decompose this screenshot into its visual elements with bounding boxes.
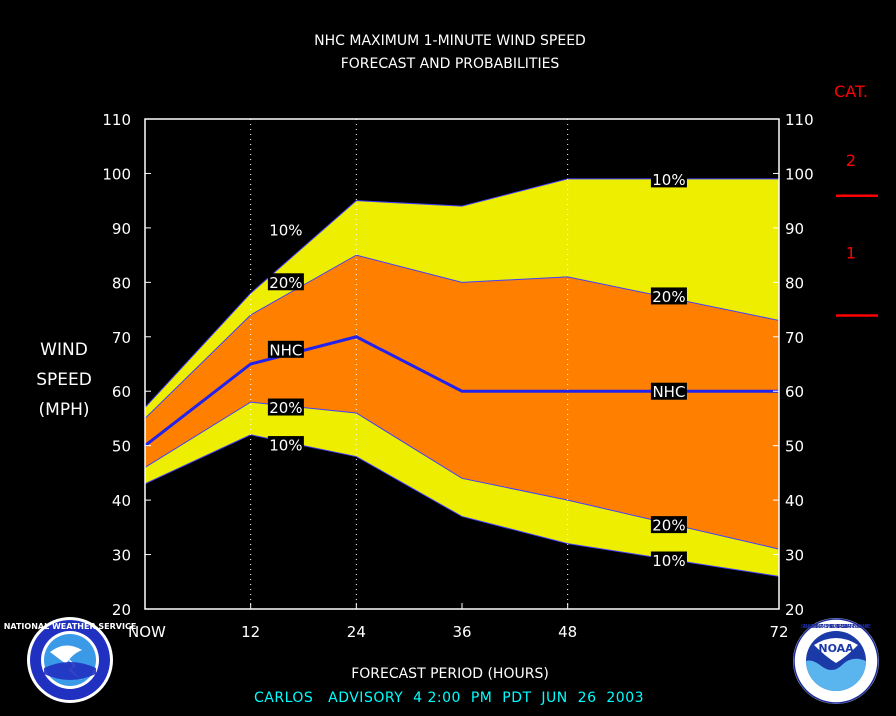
nws-ring-text: NATIONAL WEATHER SERVICE — [4, 622, 137, 631]
series-label-box — [650, 551, 687, 569]
y-axis-label-line1: WIND — [40, 340, 88, 360]
y-tick-label-right: 110 — [785, 111, 814, 129]
advisory-footer: CARLOS ADVISORY 4 2:00 PM PDT JUN 26 200… — [254, 690, 644, 706]
series-label: 10% — [652, 552, 685, 570]
x-tick-label: 24 — [347, 623, 366, 641]
x-tick-label: 12 — [241, 623, 260, 641]
series-label-box — [267, 340, 304, 358]
y-tick-label-left: 60 — [112, 383, 131, 401]
noaa-wordmark: NOAA — [818, 642, 854, 655]
series-label-box — [267, 436, 304, 454]
y-tick-label-left: 30 — [112, 547, 131, 565]
series-label: 20% — [652, 517, 685, 535]
y-tick-label-right: 70 — [785, 329, 804, 347]
edge-upper-20 — [144, 254, 780, 419]
y-tick-label-right: 100 — [785, 165, 814, 183]
y-tick-label-right: 40 — [785, 492, 804, 510]
x-tick-label: 48 — [558, 623, 577, 641]
series-label: 10% — [269, 437, 302, 455]
series-label-box — [267, 273, 304, 291]
edge-lower-20 — [144, 401, 780, 550]
y-tick-label-left: 100 — [102, 165, 131, 183]
noaa-ring-text: NATIONAL OCEANIC AND ATMOSPHERIC ADMINIS… — [801, 624, 871, 630]
series-label: 20% — [269, 274, 302, 292]
saffir-simpson-scale: 21 — [836, 151, 878, 317]
y-tick-label-left: 40 — [112, 492, 131, 510]
category-label: 2 — [846, 151, 856, 170]
y-axis-label-line3: (MPH) — [39, 400, 90, 420]
y-tick-label-left: 80 — [112, 274, 131, 292]
series-label-box — [650, 287, 687, 305]
y-tick-label-left: 70 — [112, 329, 131, 347]
edge-lower-10 — [144, 434, 780, 577]
y-tick-label-right: 60 — [785, 383, 804, 401]
series-label-box — [267, 398, 304, 416]
plot-area: 20 20 30 30 40 40 50 50 60 60 70 70 80 80 90 90 100 100 11… — [102, 111, 813, 641]
series-label-box — [650, 170, 687, 188]
series-label-box — [650, 382, 687, 400]
series-label-box — [267, 221, 304, 239]
x-axis-label: FORECAST PERIOD (HOURS) — [351, 666, 549, 682]
y-tick-label-left: 90 — [112, 220, 131, 238]
category-label: 1 — [846, 243, 856, 262]
x-tick-label: 72 — [769, 623, 788, 641]
series-label: 20% — [269, 399, 302, 417]
noaa-logo: NOAA NATIONAL OCEANIC AND ATMOSPHERIC AD… — [793, 618, 879, 704]
y-tick-label-left: 110 — [102, 111, 131, 129]
y-tick-label-left: 50 — [112, 438, 131, 456]
category-header: CAT. — [834, 82, 868, 101]
chart-title-line1: NHC MAXIMUM 1-MINUTE WIND SPEED — [314, 33, 586, 49]
series-label-box — [650, 516, 687, 534]
y-tick-label-right: 80 — [785, 274, 804, 292]
nws-logo: NATIONAL WEATHER SERVICE — [4, 617, 137, 703]
y-tick-label-left: 20 — [112, 601, 131, 619]
series-label: NHC — [652, 383, 685, 401]
y-tick-label-right: 30 — [785, 547, 804, 565]
chart-title-line2: FORECAST AND PROBABILITIES — [341, 56, 560, 72]
y-axis-label-line2: SPEED — [36, 370, 92, 390]
edge-upper-10 — [144, 178, 779, 408]
x-tick-label: 36 — [452, 623, 471, 641]
y-tick-label-right: 90 — [785, 220, 804, 238]
y-tick-label-right: 50 — [785, 438, 804, 456]
y-tick-label-right: 20 — [785, 601, 804, 619]
band-20-percent — [145, 255, 779, 550]
series-label: 20% — [652, 288, 685, 306]
series-label: NHC — [269, 341, 302, 359]
x-tick-label: NOW — [128, 623, 166, 641]
series-label: 10% — [652, 171, 685, 189]
nhc-forecast-line — [144, 335, 779, 447]
series-label: 10% — [269, 222, 302, 240]
